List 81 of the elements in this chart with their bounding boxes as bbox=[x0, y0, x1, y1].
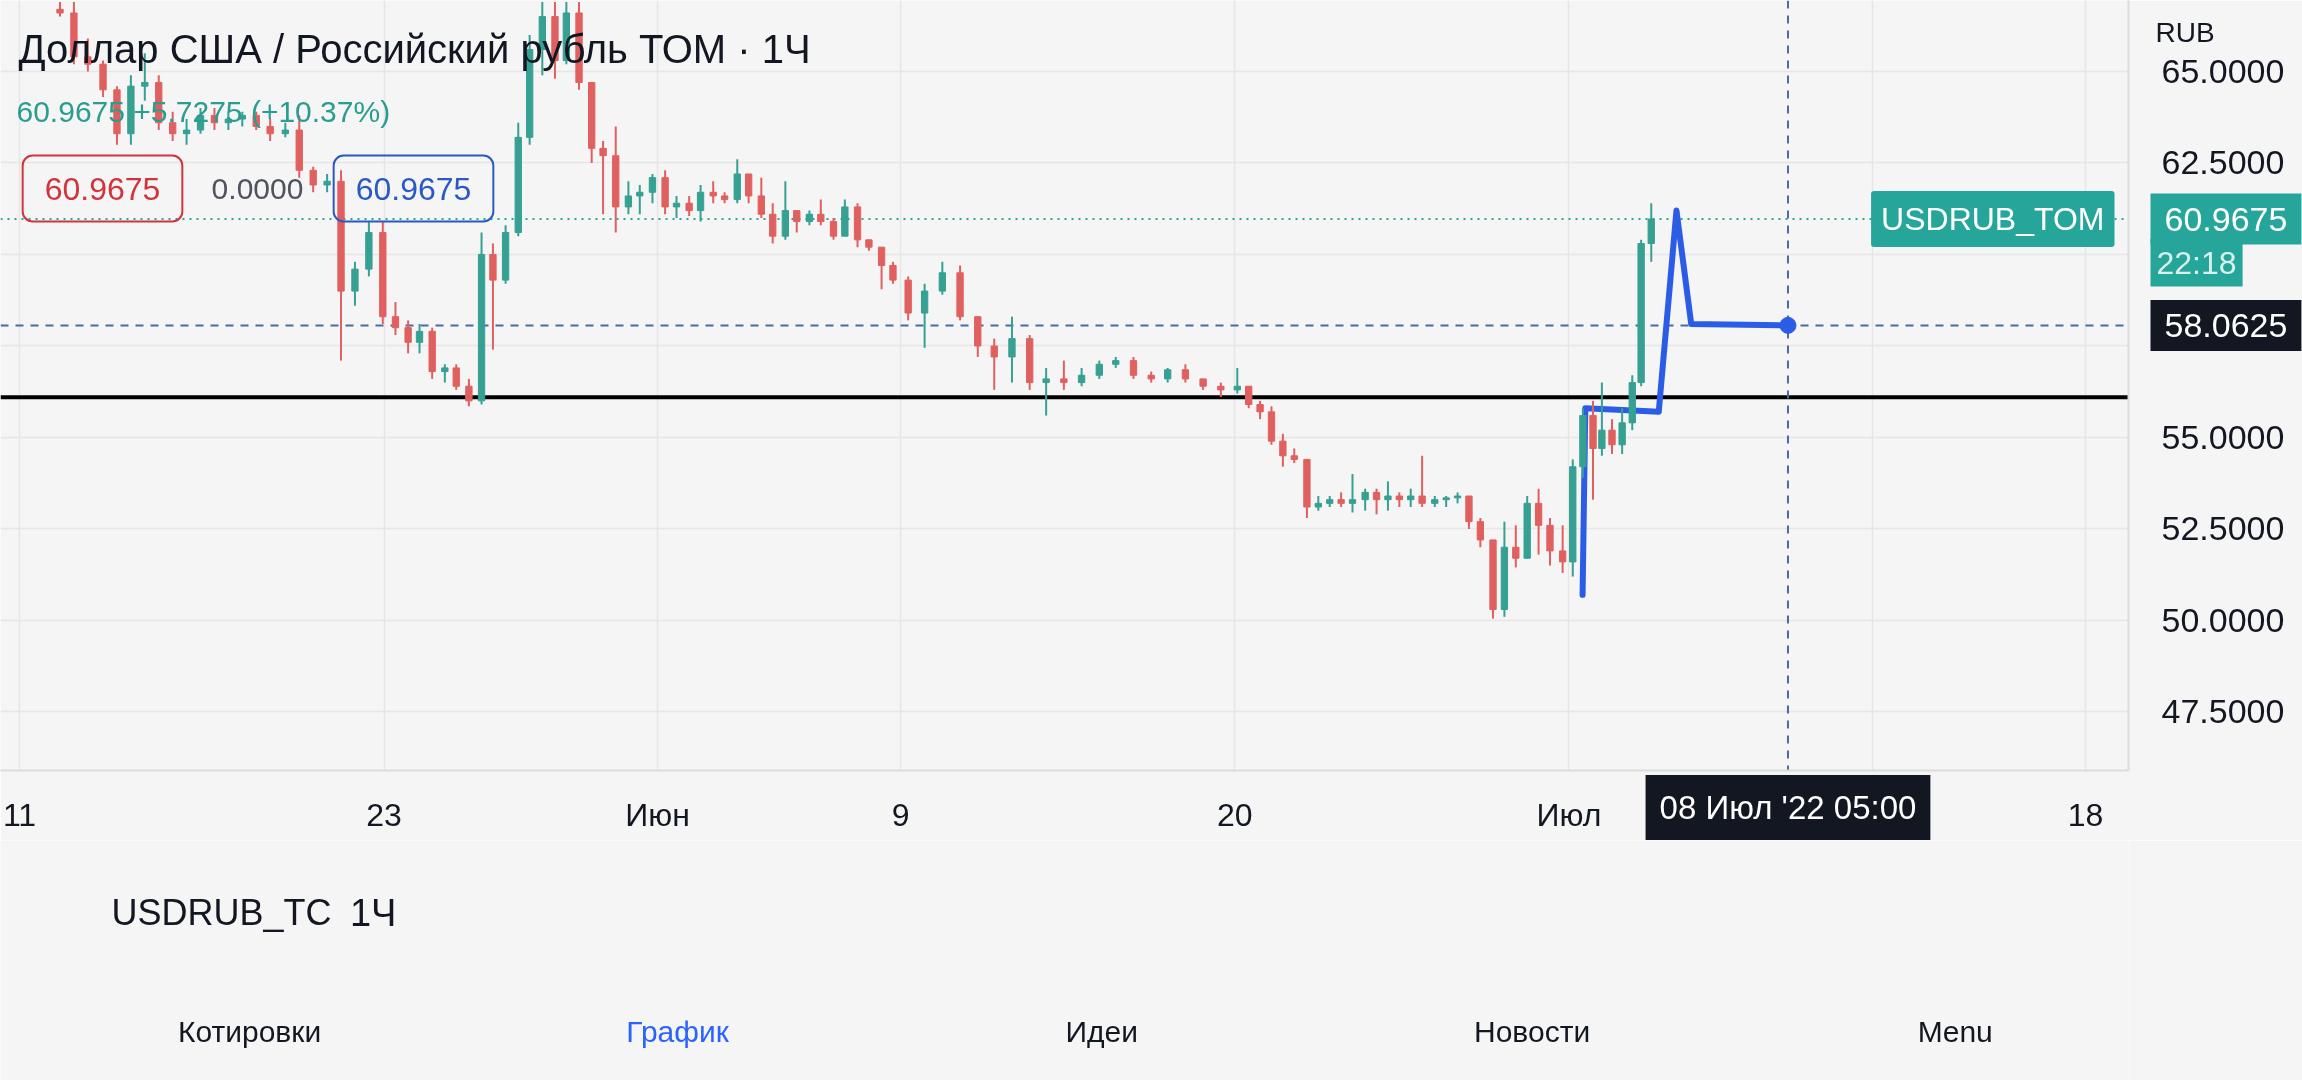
candlestick bbox=[757, 176, 765, 219]
candlestick bbox=[1256, 399, 1264, 421]
candlestick bbox=[1407, 487, 1415, 508]
ref-line-label: 08 Июл '22 05:00 bbox=[1659, 789, 1917, 826]
y-tick-label: 55.0000 bbox=[2161, 417, 2285, 456]
x-tick-label: 18 bbox=[2067, 796, 2104, 833]
candlestick bbox=[990, 337, 998, 391]
candlestick bbox=[769, 202, 777, 245]
candlestick bbox=[709, 180, 717, 205]
x-tick-label: 23 bbox=[366, 796, 402, 833]
candlestick bbox=[817, 198, 825, 227]
candlestick bbox=[1245, 385, 1253, 410]
candlestick bbox=[1060, 359, 1068, 391]
text: USDRUB_TC bbox=[111, 892, 332, 933]
candlestick bbox=[1077, 366, 1086, 388]
y-tick-label: 65.0000 bbox=[2161, 52, 2285, 90]
candlestick bbox=[1534, 487, 1543, 556]
candlestick bbox=[323, 172, 331, 194]
candlestick bbox=[624, 180, 633, 216]
candlestick bbox=[1233, 366, 1241, 395]
text: Новости bbox=[1474, 1015, 1591, 1048]
candlestick bbox=[1476, 516, 1485, 549]
annotation: 60.9675 bbox=[44, 170, 161, 207]
x-tick-label: Июн bbox=[625, 796, 690, 833]
candlestick bbox=[744, 172, 753, 205]
x-tick-label: 20 bbox=[1216, 796, 1253, 833]
candlestick bbox=[793, 209, 801, 234]
candlestick bbox=[1558, 524, 1567, 574]
candlestick bbox=[1279, 432, 1287, 468]
candlestick bbox=[415, 323, 424, 355]
candlestick bbox=[391, 301, 400, 336]
ref-line-label: 58.0625 bbox=[2164, 305, 2288, 344]
candlestick bbox=[1129, 355, 1138, 380]
candlestick bbox=[1618, 407, 1626, 455]
x-tick-label: 9 bbox=[891, 796, 910, 833]
x-tick-label: 11 bbox=[2, 796, 37, 833]
text: 22:18 bbox=[2156, 244, 2237, 281]
ref-line-label: 60.9675 bbox=[2164, 199, 2288, 238]
text: График bbox=[626, 1015, 730, 1048]
candlestick bbox=[441, 363, 449, 384]
candlestick bbox=[685, 194, 693, 218]
text: Котировки bbox=[177, 1015, 322, 1048]
candlestick bbox=[1181, 363, 1190, 384]
candlestick bbox=[889, 260, 897, 285]
candlestick bbox=[829, 216, 838, 241]
candlestick bbox=[1372, 487, 1381, 516]
candlestick bbox=[1512, 524, 1520, 569]
text: Menu bbox=[1917, 1015, 1993, 1048]
y-tick-label: 62.5000 bbox=[2161, 143, 2285, 182]
text: RUB bbox=[2155, 17, 2215, 48]
y-tick-label: 52.5000 bbox=[2161, 509, 2285, 548]
annotation: 60.9675 bbox=[355, 170, 472, 207]
candlestick bbox=[636, 183, 644, 216]
y-tick-label: 47.5000 bbox=[2161, 692, 2285, 731]
candlestick bbox=[1361, 487, 1369, 512]
candlestick bbox=[351, 260, 359, 307]
candlestick bbox=[599, 140, 607, 216]
candlestick bbox=[877, 246, 886, 291]
candlestick bbox=[1384, 480, 1392, 512]
candlestick bbox=[1042, 366, 1050, 417]
candlestick bbox=[920, 282, 929, 349]
x-tick-label: Июл bbox=[1536, 796, 1602, 833]
annotation: 0.0000 bbox=[211, 171, 304, 205]
annotation: USDRUB_TOM bbox=[1881, 201, 2105, 238]
candlestick bbox=[938, 260, 946, 296]
candlestick bbox=[1598, 381, 1606, 457]
y-tick-label: 50.0000 bbox=[2161, 600, 2285, 639]
candlestick bbox=[1348, 473, 1357, 514]
candlestick bbox=[672, 194, 681, 219]
candlestick bbox=[696, 183, 705, 223]
candlestick bbox=[465, 377, 473, 408]
candlestick bbox=[648, 172, 657, 205]
candlestick bbox=[309, 165, 317, 194]
text: Идеи bbox=[1065, 1015, 1138, 1048]
candlestick bbox=[1418, 454, 1426, 508]
candlestick bbox=[452, 363, 460, 391]
text: 1Ч bbox=[349, 891, 397, 934]
candlestick bbox=[1095, 359, 1103, 380]
candlestick bbox=[404, 319, 412, 355]
candlestick bbox=[1608, 418, 1616, 455]
candlestick bbox=[1008, 315, 1016, 384]
